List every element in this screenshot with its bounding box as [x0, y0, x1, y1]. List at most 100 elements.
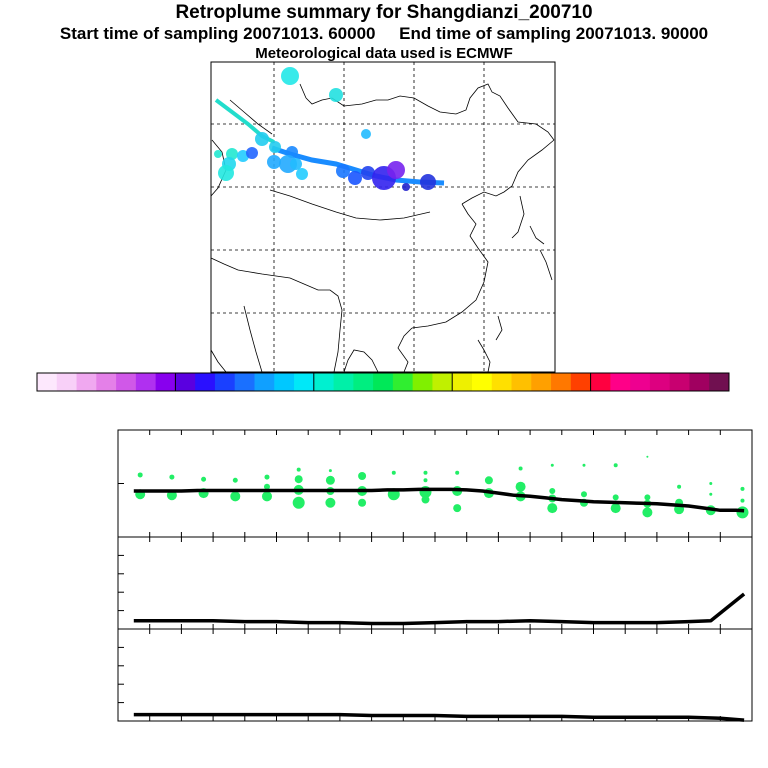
colorbar-swatch [274, 373, 295, 391]
map-marker [348, 171, 362, 185]
map-marker-dot [296, 168, 308, 180]
coast-china-east [411, 203, 489, 329]
altitude-plume-point [455, 470, 460, 475]
altitude-plume-point [644, 494, 651, 501]
border-north [305, 83, 555, 141]
colorbar-swatch [551, 373, 572, 391]
colorbar-swatch [689, 373, 710, 391]
altitude-plume-point [263, 483, 270, 490]
altitude-plume-point [169, 474, 175, 480]
map-marker [296, 168, 308, 180]
altitude-plume-point [232, 477, 238, 483]
border-northeast [461, 139, 555, 205]
coast-japan [529, 225, 545, 245]
met-data-label: Meteorological data used is ECMWF [255, 45, 513, 62]
altitude-plume-point [582, 463, 586, 467]
map-marker [420, 174, 436, 190]
colorbar-swatch [649, 373, 671, 391]
altitude-plume-point [610, 503, 621, 514]
chart-title: Retroplume summary for Shangdianzi_20071… [175, 2, 593, 23]
time-series-panels [117, 429, 753, 722]
map-marker [329, 88, 343, 102]
altitude-plume-point [296, 467, 301, 472]
colorbar-swatch [254, 373, 275, 391]
map-marker-dot [402, 183, 410, 191]
plume-markers [214, 67, 436, 191]
colorbar-swatch [155, 373, 176, 391]
colorbar-swatch [294, 373, 315, 391]
altitude-plume-point [740, 498, 745, 503]
altitude-plume-point [294, 475, 303, 484]
altitude-colorbar [36, 372, 730, 392]
altitude-plume-point [550, 463, 554, 467]
colorbar-swatch [412, 373, 433, 391]
colorbar-swatch [96, 373, 117, 391]
colorbar-swatch [214, 373, 236, 391]
panel-frame [117, 429, 753, 538]
sampling-times: Start time of sampling 20071013. 60000 E… [0, 24, 768, 44]
colorbar-swatch [195, 373, 216, 391]
altitude-plume-point [677, 484, 682, 489]
map-marker-dot [255, 132, 269, 146]
altitude-plume-point [642, 507, 653, 518]
altitude-plume-point [261, 491, 272, 502]
colorbar-swatch [56, 373, 78, 391]
colorbar-swatch [313, 373, 335, 391]
colorbar-swatch [531, 373, 552, 391]
altitude-plume-point [709, 482, 713, 485]
colorbar-swatch [630, 373, 651, 391]
altitude-plume-point [709, 492, 713, 496]
altitude-plume-point [613, 463, 618, 468]
altitude-plume-point [325, 475, 335, 485]
series-line [133, 487, 745, 513]
altitude-plume-point [515, 481, 526, 492]
map-marker-dot [336, 164, 350, 178]
map-marker [290, 158, 302, 170]
altitude-plume-point [137, 472, 143, 478]
map-marker-dot [290, 158, 302, 170]
map-marker-dot [361, 129, 371, 139]
map-marker-dot [387, 161, 405, 179]
map-frame [210, 61, 556, 373]
map-marker-dot [214, 150, 222, 158]
plume-track-main [271, 145, 445, 186]
end-time-label: End time of sampling 20071013. 90000 [399, 24, 709, 43]
altitude-plume-point [580, 491, 587, 498]
map-marker [255, 132, 269, 146]
altitude-plume-point [646, 455, 649, 458]
series-line [133, 592, 746, 626]
colorbar-swatch [373, 373, 394, 391]
coast-korea [511, 195, 525, 239]
altitude-plume-point [325, 497, 336, 508]
map-marker [269, 141, 281, 153]
altitude-plume-point [264, 474, 270, 480]
map-coastlines [210, 83, 555, 373]
colorbar-swatch [333, 373, 354, 391]
colorbar-swatch [570, 373, 592, 391]
border-inner [269, 189, 431, 221]
panel-0 [117, 429, 753, 538]
map-marker [402, 183, 410, 191]
coast-philippines [477, 339, 491, 373]
colorbar-swatch [452, 373, 473, 391]
map-panel [210, 61, 556, 373]
colorbar-swatch [175, 373, 196, 391]
map-marker [218, 165, 234, 181]
coast-indochina [397, 327, 413, 373]
map-marker [361, 166, 375, 180]
colorbar-swatch [116, 373, 137, 391]
series-line [133, 712, 745, 722]
altitude-plume-point [740, 486, 745, 491]
map-marker-dot [246, 147, 258, 159]
map-marker-dot [286, 146, 298, 158]
map-marker-dot [269, 141, 281, 153]
colorbar-swatch [471, 373, 493, 391]
panel-frame [117, 628, 753, 722]
border-himalaya [210, 257, 343, 373]
altitude-plume-point [423, 470, 428, 475]
altitude-plume-point [166, 490, 177, 501]
colorbar-swatch [432, 373, 453, 391]
panel-frame [117, 536, 753, 630]
map-marker-dot [361, 166, 375, 180]
